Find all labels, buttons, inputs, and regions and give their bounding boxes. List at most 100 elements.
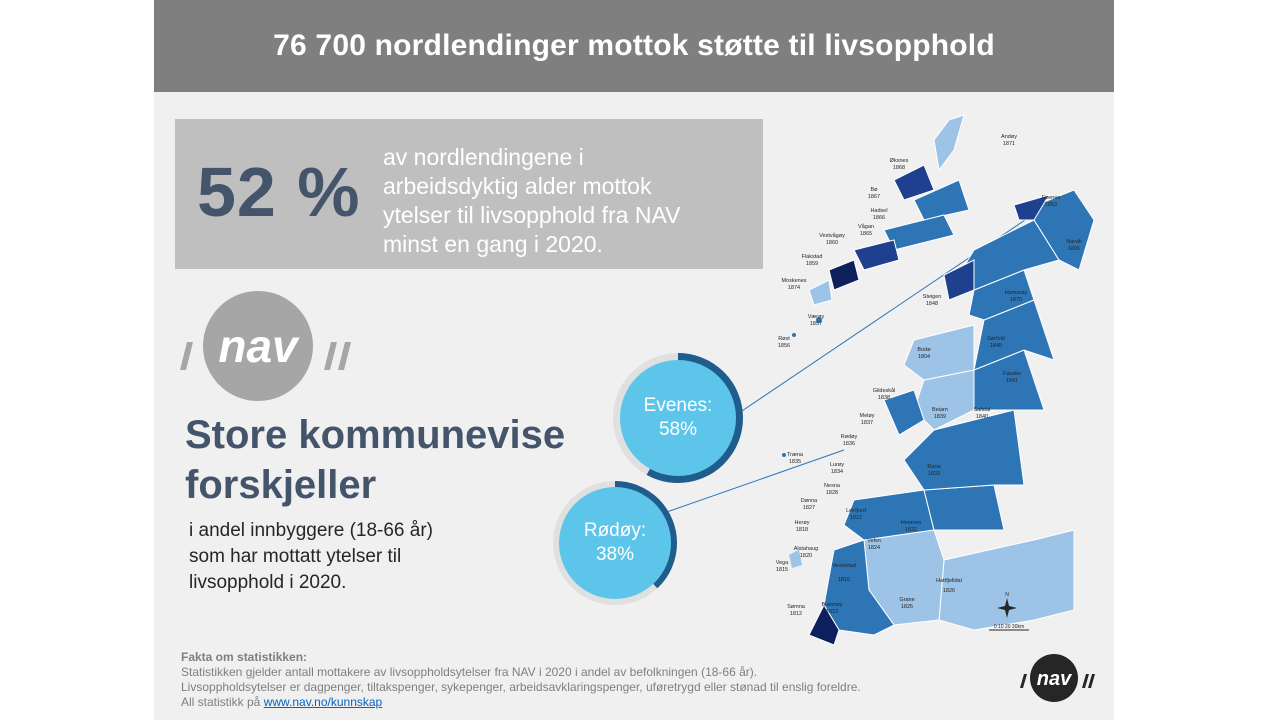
compass-icon: N <box>997 592 1017 618</box>
map-label: Evenes <box>1042 195 1061 201</box>
map-region-hemnes <box>923 484 1005 531</box>
nav-logo: nav <box>180 291 351 401</box>
map-label-code: 1816 <box>838 577 850 583</box>
scale-bar: 0 10 20 30km <box>989 624 1029 631</box>
map-label-code: 1841 <box>1006 378 1018 384</box>
map-label: Leirfjord <box>846 508 866 514</box>
map-label-code: 1866 <box>873 215 885 221</box>
map-label-code: 1828 <box>826 490 838 496</box>
map-label: Hattfjelldal <box>936 578 962 584</box>
map-region-hadsel <box>913 179 970 221</box>
map-label: Vågan <box>858 223 874 230</box>
nav-logo-small: nav <box>1020 654 1095 702</box>
map-label-code: 1868 <box>893 165 905 171</box>
map-label: Øksnes <box>890 158 909 164</box>
map-label: Nesna <box>824 483 841 489</box>
map-label: Bø <box>870 187 878 193</box>
map-label: Narvik <box>1066 239 1082 245</box>
map-region-vestvagoy <box>853 239 900 271</box>
section-heading: Store kommunevise forskjeller <box>185 410 615 510</box>
map-label: Bodø <box>917 347 931 353</box>
map-label-code: 1837 <box>861 420 873 426</box>
map-label: Lurøy <box>830 462 844 468</box>
callout-value: 38% <box>595 544 635 565</box>
map-label: Alstahaug <box>794 546 818 552</box>
callout-value: 58% <box>658 419 698 440</box>
evenes-ring-arc <box>613 353 743 483</box>
map-region-moskenes <box>808 279 833 306</box>
stat-description: av nordlendingene i arbeidsdyktig alder … <box>383 143 743 259</box>
map-label: Saltdal <box>974 407 991 413</box>
map-label: Sømna <box>787 604 806 610</box>
map-label: Hadsel <box>870 208 887 214</box>
map-label-code: 1822 <box>850 515 862 521</box>
stat-line: ytelser til livsopphold fra NAV <box>383 202 681 228</box>
map-label-code: 1835 <box>789 459 801 465</box>
map-label-code: 1806 <box>1068 246 1080 252</box>
map-label-code: 1867 <box>868 194 880 200</box>
map-region-vega <box>789 550 802 568</box>
map-label-code: 1824 <box>868 545 880 551</box>
map-region-varoy <box>816 317 822 323</box>
map-label-code: 1853 <box>1045 202 1057 208</box>
map-label: Rana <box>927 464 941 470</box>
map-label-code: 1827 <box>803 505 815 511</box>
facts-line: All statistikk på www.nav.no/kunnskap <box>181 695 981 710</box>
logo-text: nav <box>218 320 300 372</box>
map-label-code: 1857 <box>810 321 822 327</box>
map-label-code: 1874 <box>788 285 800 291</box>
map-region-rana <box>903 409 1025 491</box>
map-label: Grane <box>899 597 914 603</box>
stat-line: minst en gang i 2020. <box>383 231 603 257</box>
map-label-code: 1836 <box>843 441 855 447</box>
map-label-code: 1832 <box>905 527 917 533</box>
facts-line: Statistikken gjelder antall mottakere av… <box>181 665 758 679</box>
map-label: Andøy <box>1001 134 1017 140</box>
facts-line: Livsoppholdsytelser er dagpenger, tiltak… <box>181 680 861 694</box>
map-label-code: 1833 <box>928 471 940 477</box>
map-label: Beiarn <box>932 407 948 413</box>
map-label: Værøy <box>808 314 825 320</box>
stat-line: av nordlendingene i <box>383 144 584 170</box>
map-region-steigen <box>943 259 975 301</box>
stat-percent: 52 % <box>197 153 361 231</box>
map-region-meloy <box>883 389 925 436</box>
map-label: Vefsn <box>867 538 881 544</box>
map-label: Hemnes <box>901 520 922 526</box>
map-label-code: 1838 <box>878 395 890 401</box>
map-region-bodo <box>903 324 975 381</box>
map-region-bronnoy <box>808 603 840 646</box>
rodoy-ring-arc <box>553 481 677 605</box>
map-label: Vestvågøy <box>819 232 845 239</box>
logo-slash <box>338 342 351 370</box>
map-label-code: 1825 <box>901 604 913 610</box>
stat-box: 52 % av nordlendingene i arbeidsdyktig a… <box>175 119 763 269</box>
subtext-line: som har mottatt ytelser til <box>189 546 402 567</box>
kunnskap-link[interactable]: www.nav.no/kunnskap <box>263 695 383 709</box>
map-label-code: 1813 <box>826 609 838 615</box>
facts-section: Fakta om statistikken: Statistikken gjel… <box>181 650 981 710</box>
heading-line: forskjeller <box>185 463 377 507</box>
section-subtext: i andel innbyggere (18-66 år) som har mo… <box>189 518 509 596</box>
logo-text-small: nav <box>1037 668 1073 690</box>
map-label-code: 1871 <box>1003 141 1015 147</box>
rodoy-callout: Rødøy: 38% <box>559 487 671 599</box>
map-label-code: 1839 <box>934 414 946 420</box>
map-label: Træna <box>787 452 804 458</box>
callout-name: Evenes: <box>643 395 713 416</box>
map-label: Vega <box>776 560 789 566</box>
map-label: Dønna <box>801 498 818 504</box>
map-label-code: 1820 <box>800 553 812 559</box>
map-label-code: 1845 <box>990 343 1002 349</box>
subtext-line: livsopphold i 2020. <box>189 572 347 593</box>
map-label-code: 1826 <box>943 588 955 594</box>
map-region-traena <box>782 453 786 457</box>
map-label-code: 1840 <box>976 414 988 420</box>
map-region-vefsn <box>843 489 935 541</box>
map-label-code: 1848 <box>926 301 938 307</box>
map-label-code: 1856 <box>778 343 790 349</box>
map-label-code: 1812 <box>790 611 802 617</box>
subtext-line: i andel innbyggere (18-66 år) <box>189 520 433 541</box>
heading-line: Store kommunevise <box>185 413 566 457</box>
